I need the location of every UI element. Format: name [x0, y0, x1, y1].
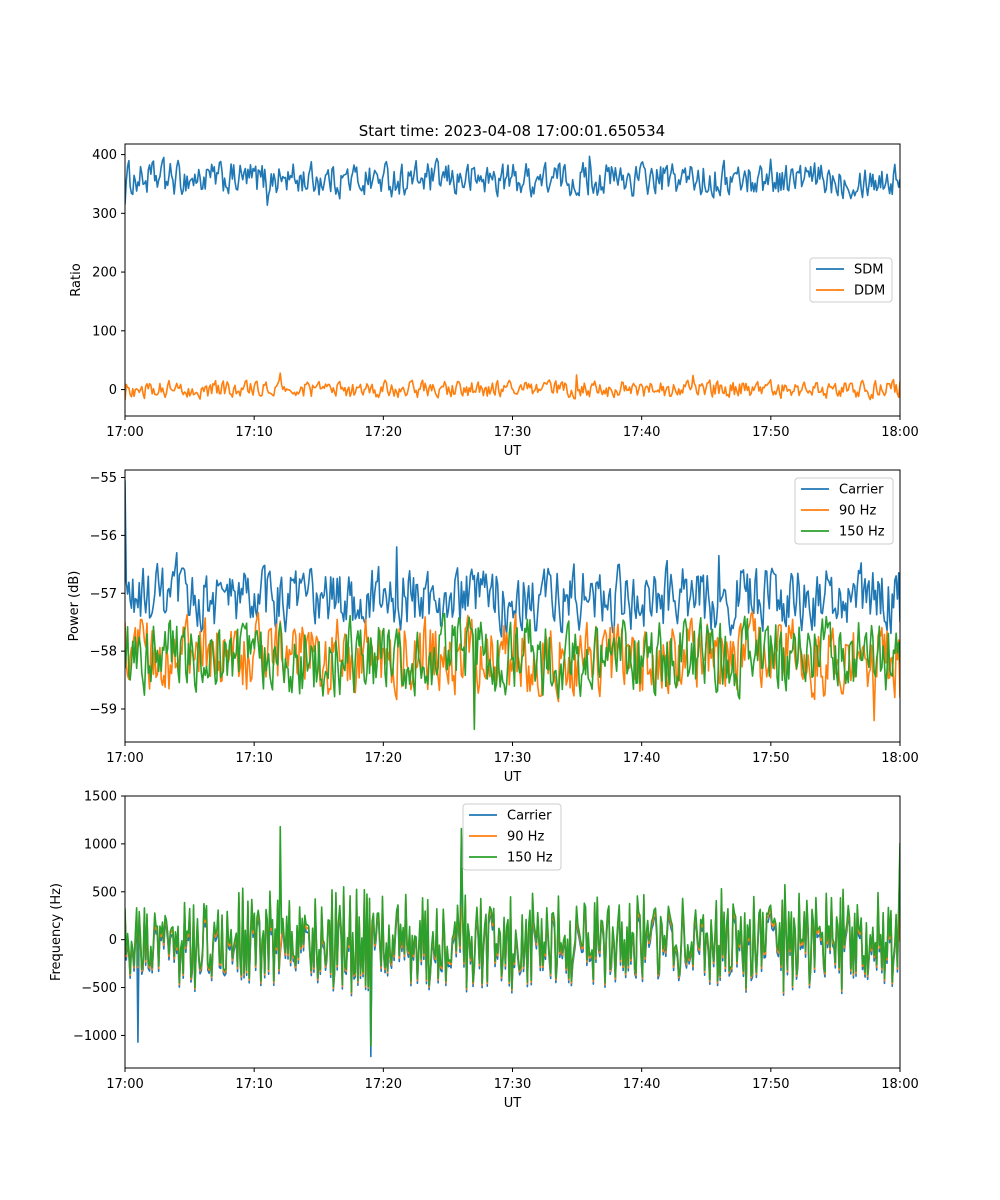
x-tick-label: 17:50	[752, 751, 789, 766]
y-tick-label: 200	[92, 266, 117, 281]
legend-label: Carrier	[507, 809, 552, 824]
series-line-150-hz	[125, 612, 900, 731]
x-tick-label: 17:40	[623, 1077, 660, 1092]
y-tick-label: −57	[90, 587, 117, 602]
x-tick-label: 17:10	[235, 425, 272, 440]
x-tick-label: 18:00	[881, 1077, 918, 1092]
legend-box	[462, 803, 562, 871]
x-tick-label: 17:30	[494, 1077, 531, 1092]
legend: Carrier 90 Hz 150 Hz	[794, 477, 894, 545]
legend-label: Carrier	[839, 483, 884, 498]
panels: 17:00 17:10 17:20 17:30 17:40 17:50 18:00 0 100 2…	[49, 143, 919, 1112]
y-tick-label: 400	[92, 148, 117, 163]
series-line-carrier	[125, 480, 900, 638]
y-tick-label: −1000	[73, 1029, 117, 1044]
x-tick-label: 17:40	[623, 425, 660, 440]
y-axis-label: Frequency (Hz)	[49, 883, 64, 981]
y-tick-label: 100	[92, 324, 117, 339]
x-tick-label: 17:00	[106, 751, 143, 766]
legend-label: SDM	[854, 263, 883, 278]
y-tick-label: 300	[92, 207, 117, 222]
y-tick-label: −59	[90, 703, 117, 718]
series-group	[125, 825, 900, 1058]
panel-2: 17:00 17:10 17:20 17:30 17:40 17:50 18:00 −59 −5…	[67, 469, 919, 785]
legend: SDM DDM	[809, 257, 893, 303]
legend-label: 150 Hz	[507, 851, 553, 866]
x-axis-label: UT	[504, 1096, 522, 1111]
figure-title: Start time: 2023-04-08 17:00:01.650534	[359, 122, 665, 140]
y-tick-label: −55	[90, 471, 117, 486]
x-tick-label: 17:30	[494, 751, 531, 766]
y-axis-label: Ratio	[69, 263, 84, 296]
series-line-90-hz	[125, 611, 900, 725]
x-axis-label: UT	[504, 770, 522, 785]
x-tick-label: 17:00	[106, 425, 143, 440]
legend: Carrier 90 Hz 150 Hz	[462, 803, 562, 871]
x-tick-label: 17:20	[365, 751, 402, 766]
x-tick-label: 18:00	[881, 751, 918, 766]
series-group	[125, 480, 900, 731]
y-tick-label: −56	[90, 529, 117, 544]
x-tick-label: 17:20	[365, 425, 402, 440]
legend-label: DDM	[854, 284, 885, 299]
series-group	[125, 155, 900, 401]
x-tick-label: 17:10	[235, 751, 272, 766]
series-line-sdm	[125, 155, 900, 206]
panel-3: 17:00 17:10 17:20 17:30 17:40 17:50 18:00 −1000…	[49, 790, 919, 1112]
series-line-ddm	[125, 372, 900, 401]
x-tick-label: 18:00	[881, 425, 918, 440]
legend-label: 90 Hz	[507, 830, 544, 845]
y-tick-label: 0	[109, 383, 117, 398]
y-axis-label: Power (dB)	[67, 571, 82, 642]
y-tick-label: −58	[90, 645, 117, 660]
x-tick-label: 17:50	[752, 425, 789, 440]
panel-1: 17:00 17:10 17:20 17:30 17:40 17:50 18:00 0 100 2…	[69, 143, 919, 459]
x-axis-label: UT	[504, 444, 522, 459]
y-tick-label: 1500	[84, 790, 117, 805]
x-tick-label: 17:50	[752, 1077, 789, 1092]
y-tick-label: 1000	[84, 837, 117, 852]
legend-label: 90 Hz	[839, 504, 876, 519]
y-tick-label: −500	[81, 981, 117, 996]
y-tick-label: 0	[109, 933, 117, 948]
x-tick-label: 17:40	[623, 751, 660, 766]
x-tick-label: 17:20	[365, 1077, 402, 1092]
y-tick-label: 500	[92, 885, 117, 900]
legend-box	[794, 477, 894, 545]
x-tick-label: 17:00	[106, 1077, 143, 1092]
x-tick-label: 17:10	[235, 1077, 272, 1092]
x-tick-label: 17:30	[494, 425, 531, 440]
legend-label: 150 Hz	[839, 525, 885, 540]
series-line-150-hz	[125, 825, 900, 1047]
